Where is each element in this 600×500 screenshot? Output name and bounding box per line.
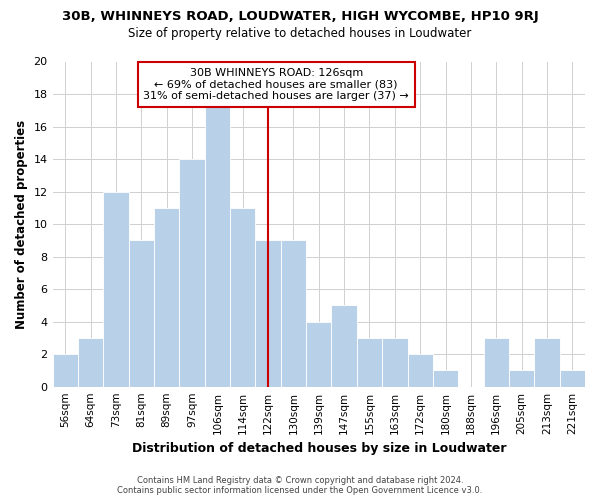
- Bar: [205, 94, 230, 386]
- Bar: [128, 240, 154, 386]
- Bar: [484, 338, 509, 386]
- Bar: [256, 240, 281, 386]
- Bar: [357, 338, 382, 386]
- Text: Contains HM Land Registry data © Crown copyright and database right 2024.
Contai: Contains HM Land Registry data © Crown c…: [118, 476, 482, 495]
- Bar: [306, 322, 331, 386]
- Bar: [407, 354, 433, 386]
- Bar: [509, 370, 534, 386]
- Bar: [230, 208, 256, 386]
- Bar: [179, 159, 205, 386]
- Bar: [382, 338, 407, 386]
- Bar: [281, 240, 306, 386]
- Bar: [154, 208, 179, 386]
- Text: 30B WHINNEYS ROAD: 126sqm
← 69% of detached houses are smaller (83)
31% of semi-: 30B WHINNEYS ROAD: 126sqm ← 69% of detac…: [143, 68, 409, 101]
- X-axis label: Distribution of detached houses by size in Loudwater: Distribution of detached houses by size …: [131, 442, 506, 455]
- Y-axis label: Number of detached properties: Number of detached properties: [15, 120, 28, 328]
- Bar: [534, 338, 560, 386]
- Bar: [53, 354, 78, 386]
- Bar: [78, 338, 103, 386]
- Text: 30B, WHINNEYS ROAD, LOUDWATER, HIGH WYCOMBE, HP10 9RJ: 30B, WHINNEYS ROAD, LOUDWATER, HIGH WYCO…: [62, 10, 538, 23]
- Bar: [560, 370, 585, 386]
- Text: Size of property relative to detached houses in Loudwater: Size of property relative to detached ho…: [128, 28, 472, 40]
- Bar: [433, 370, 458, 386]
- Bar: [103, 192, 128, 386]
- Bar: [331, 306, 357, 386]
